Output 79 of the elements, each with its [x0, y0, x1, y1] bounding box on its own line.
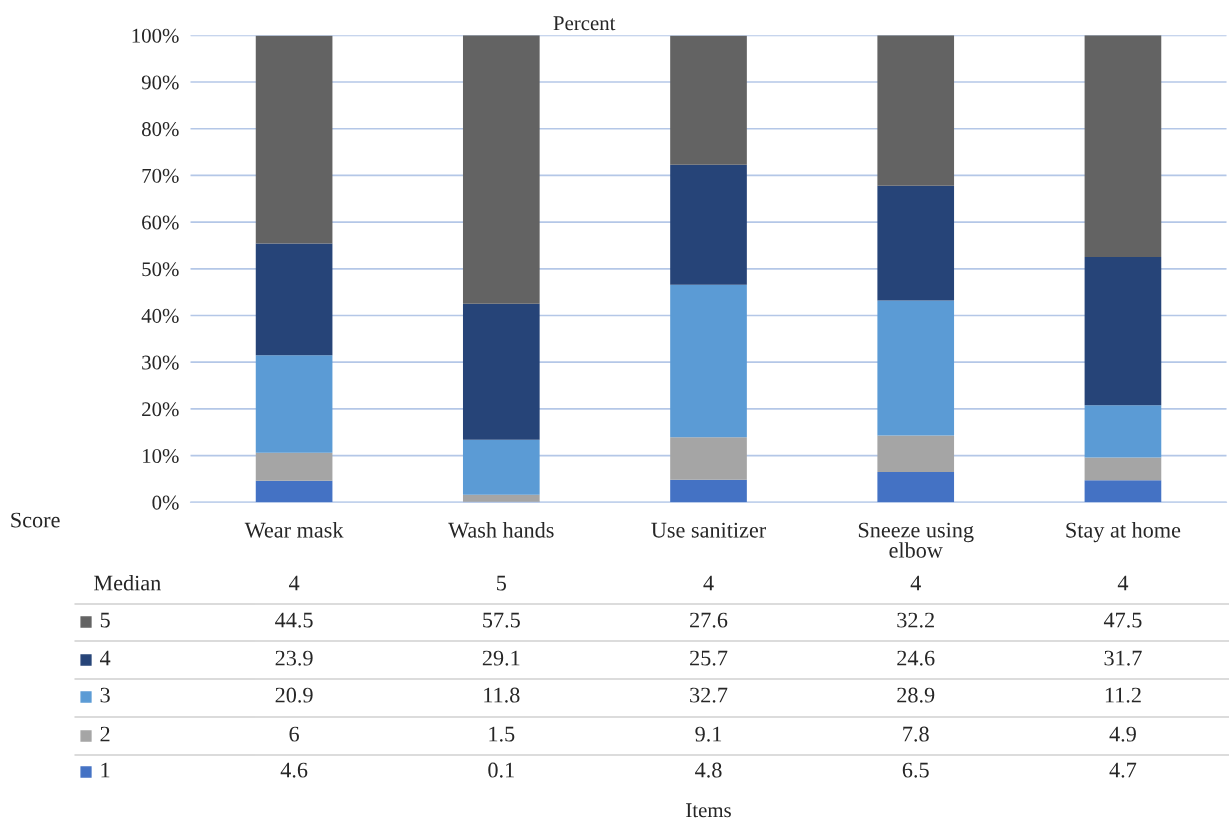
legend-label: 4	[99, 650, 111, 666]
bar	[462, 35, 540, 304]
y-tick-label: 100%	[132, 28, 179, 43]
y-tick-label: 90%	[141, 75, 179, 90]
y-tick-label: 70%	[142, 168, 179, 183]
data-label: 11.8	[484, 687, 520, 703]
data-label: 4.6	[280, 762, 308, 778]
bar	[255, 480, 333, 503]
legend-label: 2	[100, 726, 110, 742]
data-label: 20.9	[275, 687, 313, 703]
y-tick-label: 40%	[141, 308, 179, 323]
data-label: 6.5	[902, 762, 929, 778]
bar	[1084, 257, 1162, 406]
bar	[877, 35, 955, 186]
bar	[1084, 457, 1162, 481]
data-label: 28.9	[897, 687, 935, 703]
data-label: 47.5	[1103, 612, 1142, 628]
legend-label: 5	[100, 612, 110, 628]
bar	[877, 435, 955, 472]
data-label: 4.8	[695, 762, 722, 778]
legend-label: 3	[100, 687, 110, 703]
data-label: 4.9	[1109, 726, 1136, 742]
data-label: 1.5	[489, 726, 515, 742]
bar	[670, 437, 747, 480]
data-label: 6	[289, 726, 299, 742]
data-label: 24.6	[897, 650, 935, 666]
data-label: 9.1	[695, 726, 722, 742]
data-label: 23.9	[275, 650, 313, 666]
y-tick-label: 20%	[142, 402, 179, 417]
bar	[670, 35, 747, 165]
data-label: 29.1	[482, 650, 520, 666]
text: Items	[686, 803, 731, 818]
bar	[462, 494, 540, 502]
data-label: 31.7	[1104, 650, 1142, 666]
x-tick-label: Wear mask	[244, 522, 344, 538]
data-label: 4.7	[1109, 762, 1137, 778]
bar	[255, 355, 333, 453]
bar	[877, 185, 955, 301]
y-tick-label: 80%	[141, 122, 179, 137]
data-label: 44.5	[275, 612, 313, 628]
bar	[462, 439, 540, 495]
bar	[255, 452, 333, 481]
data-label: 32.7	[690, 687, 728, 703]
data-label: 57.5	[483, 612, 520, 628]
bar	[877, 300, 955, 436]
chart-title: Percent	[553, 16, 616, 31]
y-tick-label: 30%	[142, 355, 179, 370]
bar	[670, 284, 747, 438]
data-label: 0.1	[488, 762, 514, 778]
data-label: 25.7	[690, 650, 728, 666]
y-tick-label: 50%	[142, 262, 179, 277]
bar	[670, 164, 747, 285]
x-tick-label: Stay at home	[1066, 522, 1181, 543]
bar	[670, 479, 747, 503]
bar	[1084, 480, 1162, 503]
legend-label: 1	[101, 762, 110, 778]
bar	[1084, 35, 1162, 258]
bar	[1084, 405, 1162, 458]
bar	[462, 303, 540, 440]
text: 4	[1117, 575, 1129, 591]
data-label: 27.6	[690, 612, 728, 628]
text: 4	[288, 575, 300, 591]
y-tick-label: 0%	[152, 495, 179, 510]
data-label: 11.2	[1105, 687, 1141, 703]
text: Score	[11, 512, 60, 528]
text: 4	[703, 575, 714, 591]
x-tick-label: Sneeze using elbow	[858, 522, 974, 558]
x-tick-label: Use sanitizer	[651, 522, 767, 538]
text: 4	[910, 575, 921, 591]
y-tick-label: 10%	[143, 448, 179, 464]
data-label: 32.2	[897, 612, 934, 628]
bar	[877, 471, 955, 503]
y-tick-label: 60%	[142, 215, 179, 230]
text: 5	[497, 575, 506, 591]
x-tick-label: Wash hands	[448, 522, 554, 538]
bar	[255, 35, 333, 244]
bar	[255, 243, 333, 356]
data-label: 7.8	[903, 726, 929, 742]
text: Median	[94, 574, 161, 591]
